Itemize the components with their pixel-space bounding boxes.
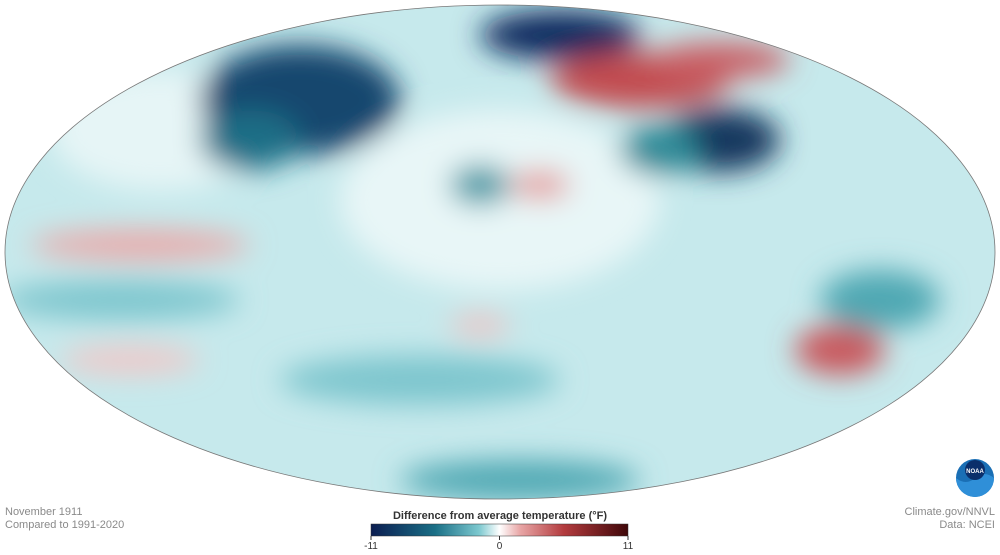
date: November 1911 — [5, 506, 82, 518]
map — [4, 4, 996, 500]
noaa-logo: NOAA — [956, 459, 994, 497]
colorbar-tick-label: 11 — [623, 541, 634, 552]
baseline: Compared to 1991-2020 — [5, 519, 124, 531]
source: Climate.gov/NNVL — [905, 506, 995, 518]
anomaly-field — [5, 10, 940, 499]
legend-title: Difference from average temperature (°F) — [393, 510, 607, 522]
globe-outline — [4, 4, 996, 500]
data-credit: Data: NCEI — [939, 519, 995, 531]
colorbar — [370, 523, 629, 537]
logo-text: NOAA — [966, 469, 984, 475]
colorbar-tick-label: 0 — [497, 541, 503, 552]
colorbar-tick-label: -11 — [364, 541, 378, 552]
